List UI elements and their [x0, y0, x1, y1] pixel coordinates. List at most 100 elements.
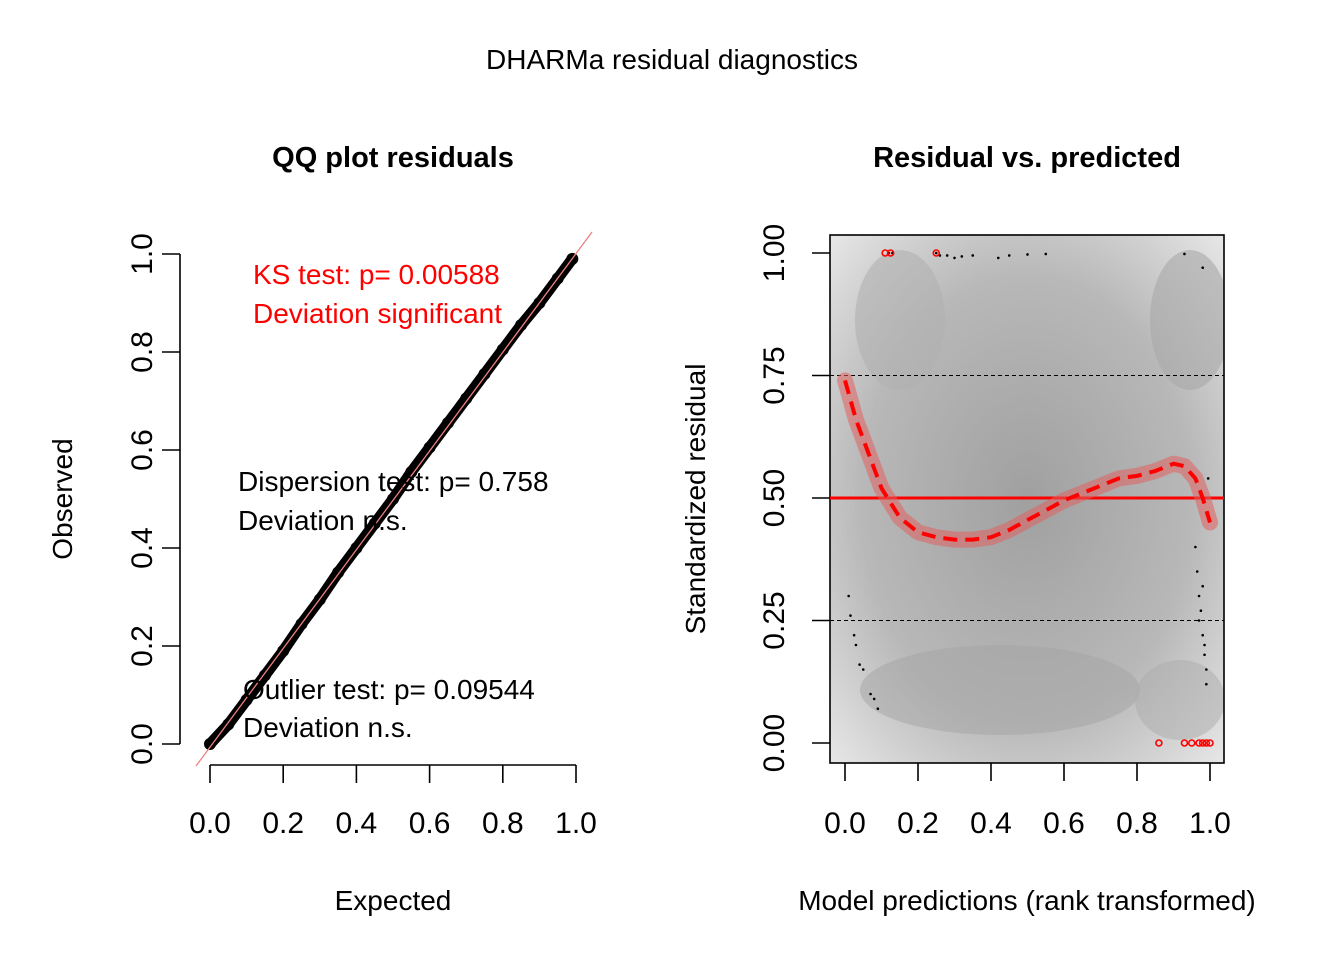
- qq-point: [204, 738, 216, 750]
- residual-outlier-point: [1155, 739, 1163, 747]
- outlier-test-text: Outlier test: p= 0.09544: [243, 674, 535, 705]
- qq-point: [423, 441, 436, 454]
- residual-outlier-point: [1206, 739, 1214, 747]
- qq-y-tick-label: 0.0: [126, 723, 159, 765]
- qq-point: [222, 718, 235, 731]
- qq-point: [332, 566, 345, 579]
- qq-ticks: 0.0 0.2 0.4 0.6 0.8 1.0 0.0 0.2 0.4 0.6 0.8 1.0: [126, 233, 597, 840]
- qq-x-tick-label: 0.6: [409, 807, 451, 840]
- residual-y-tick-label: 0.25: [758, 591, 791, 649]
- residual-x-tick-label: 0.4: [970, 807, 1012, 840]
- figure-title: DHARMa residual diagnostics: [486, 44, 858, 75]
- residual-title: Residual vs. predicted: [873, 142, 1181, 174]
- residual-panel: Residual vs. predicted 0.0 0.2 0.4 0.6 0.8 1.…: [680, 142, 1256, 916]
- qq-point: [368, 517, 381, 530]
- qq-point: [295, 617, 308, 630]
- residual-point: [934, 251, 938, 255]
- residual-x-tick-label: 0.6: [1043, 807, 1085, 840]
- residual-x-tick-label: 0.8: [1116, 807, 1158, 840]
- residual-point: [858, 663, 861, 666]
- qq-point: [313, 593, 326, 606]
- residual-point: [1197, 594, 1201, 598]
- residual-x-tick-label: 1.0: [1189, 807, 1231, 840]
- residual-point: [997, 256, 1000, 260]
- residual-point: [854, 643, 858, 647]
- qq-point: [277, 644, 290, 657]
- ks-test-text: KS test: p= 0.00588: [253, 259, 500, 290]
- residual-point: [872, 697, 876, 701]
- qq-points: [204, 253, 578, 750]
- qq-point: [460, 392, 473, 405]
- residual-point: [1026, 253, 1029, 256]
- qq-y-tick-label: 1.0: [126, 233, 159, 275]
- residual-point: [1201, 584, 1204, 588]
- residual-outlier-point: [1198, 739, 1207, 747]
- residual-point: [1201, 266, 1204, 270]
- qq-point: [405, 466, 418, 479]
- qq-panel: QQ plot residuals 0.0 0.2 0.4 0.6 0.8 1.00.00…: [47, 142, 597, 916]
- residual-point: [953, 256, 956, 260]
- residual-outlier-point: [932, 249, 941, 257]
- qq-y-tick-label: 0.4: [126, 527, 159, 569]
- residual-outlier-point: [1195, 739, 1203, 747]
- residual-y-tick-label: 0.75: [758, 346, 791, 404]
- residual-point: [1183, 252, 1186, 256]
- residual-y-tick-label: 0.00: [758, 714, 791, 772]
- dispersion-test-text: Dispersion test: p= 0.758: [238, 466, 549, 497]
- qq-xlabel: Expected: [335, 885, 452, 916]
- qq-plot-area: [195, 231, 593, 767]
- residual-point: [1044, 252, 1048, 256]
- qq-title: QQ plot residuals: [272, 142, 514, 174]
- residual-point: [960, 255, 964, 258]
- qq-point: [551, 272, 564, 285]
- residual-xlabel: Model predictions (rank transformed): [798, 885, 1256, 916]
- qq-y-tick-label: 0.2: [126, 625, 159, 667]
- dispersion-deviation-text: Deviation n.s.: [238, 505, 408, 536]
- outlier-deviation-text: Deviation n.s.: [243, 712, 413, 743]
- residual-y-tick-label: 1.00: [758, 224, 791, 282]
- residual-point: [1206, 477, 1210, 480]
- residual-x-tick-label: 0.0: [824, 807, 866, 840]
- qq-x-tick-label: 0.0: [189, 807, 231, 840]
- residual-point: [1194, 545, 1197, 549]
- residual-point: [1195, 570, 1199, 573]
- qq-y-tick-label: 0.6: [126, 429, 159, 471]
- residual-point: [1007, 254, 1011, 257]
- qq-x-tick-label: 1.0: [555, 807, 597, 840]
- qq-point: [258, 669, 271, 682]
- residual-ticks: 0.0 0.2 0.4 0.6 0.8 1.0 0.00 0.25 0.50 0.75 1.00: [758, 224, 1231, 840]
- residual-outlier-point: [1180, 739, 1189, 747]
- residual-point: [1203, 653, 1206, 657]
- spline-fit-line: [843, 379, 1212, 542]
- residual-point: [1205, 668, 1208, 671]
- residual-point: [852, 633, 856, 637]
- residual-point: [869, 692, 872, 696]
- residual-outlier-point: [886, 249, 895, 257]
- residual-ylabel: Standardized residual: [680, 364, 711, 635]
- qq-x-tick-label: 0.4: [336, 807, 378, 840]
- residual-point: [1205, 682, 1208, 686]
- qq-point: [496, 343, 509, 356]
- residual-point: [861, 668, 865, 671]
- qq-reference-line: [195, 231, 593, 767]
- residual-point: [945, 254, 949, 257]
- residual-point: [971, 254, 975, 257]
- qq-point: [240, 693, 253, 706]
- qq-x-tick-label: 0.2: [262, 807, 304, 840]
- residual-point: [876, 707, 880, 710]
- qq-x-tick-label: 0.8: [482, 807, 524, 840]
- residual-point: [1203, 643, 1206, 647]
- residual-point: [847, 594, 850, 598]
- qq-point: [350, 542, 363, 554]
- residual-outlier-point: [1202, 739, 1211, 747]
- qq-y-tick-label: 0.8: [126, 331, 159, 373]
- qq-point: [566, 252, 579, 265]
- qq-point: [478, 368, 491, 381]
- residual-y-tick-label: 0.50: [758, 469, 791, 527]
- residual-x-tick-label: 0.2: [897, 807, 939, 840]
- qq-point: [387, 493, 399, 505]
- qq-point: [441, 417, 454, 430]
- residual-point: [1199, 609, 1203, 612]
- qq-point: [533, 297, 546, 309]
